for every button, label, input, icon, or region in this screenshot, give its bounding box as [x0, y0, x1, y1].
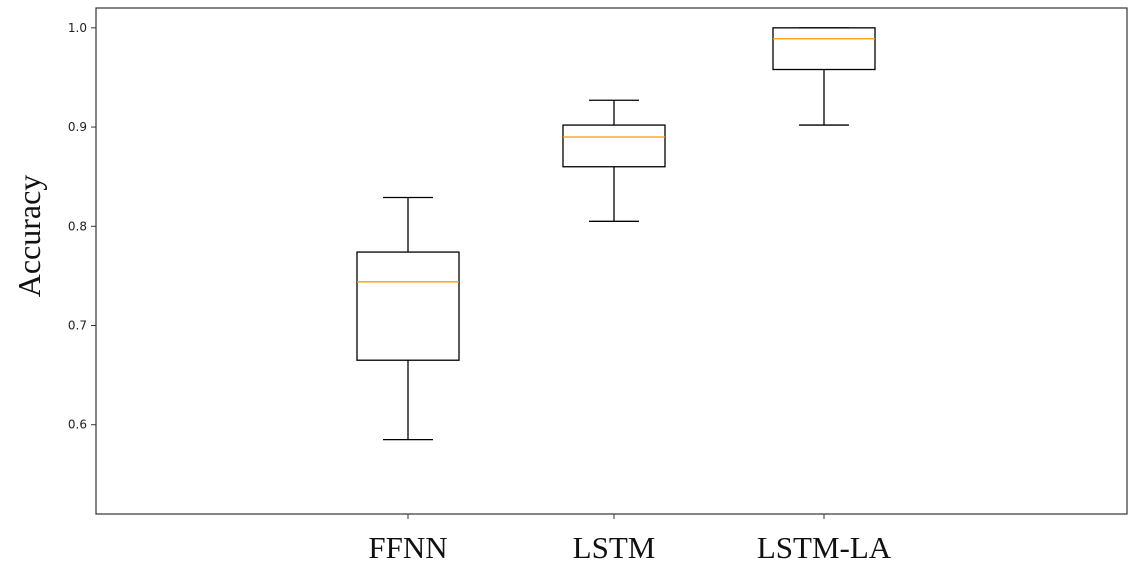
box-lstm: [562, 99, 666, 222]
x-category-label: LSTM-LA: [757, 530, 892, 563]
y-axis-ticks: 0.6 0.7 0.8 0.9 1.0: [68, 21, 96, 432]
boxes-group: [356, 27, 876, 441]
plot-frame: [95, 7, 1128, 515]
y-tick-label: 0.6: [68, 418, 87, 432]
x-axis-ticks: FFNN LSTM LSTM-LA: [368, 514, 892, 563]
x-category-label: FFNN: [368, 530, 447, 563]
iqr-box: [562, 124, 666, 168]
y-tick-label: 0.7: [68, 318, 87, 332]
iqr-box: [356, 251, 460, 361]
y-tick-label: 0.9: [68, 120, 87, 134]
box-ffnn: [356, 196, 460, 441]
x-category-label: LSTM: [573, 530, 656, 563]
y-axis-title: Accuracy: [11, 175, 47, 298]
y-tick-label: 1.0: [68, 21, 87, 35]
iqr-box: [772, 27, 876, 71]
box-lstm-la: [772, 27, 876, 126]
y-tick-label: 0.8: [68, 219, 87, 233]
